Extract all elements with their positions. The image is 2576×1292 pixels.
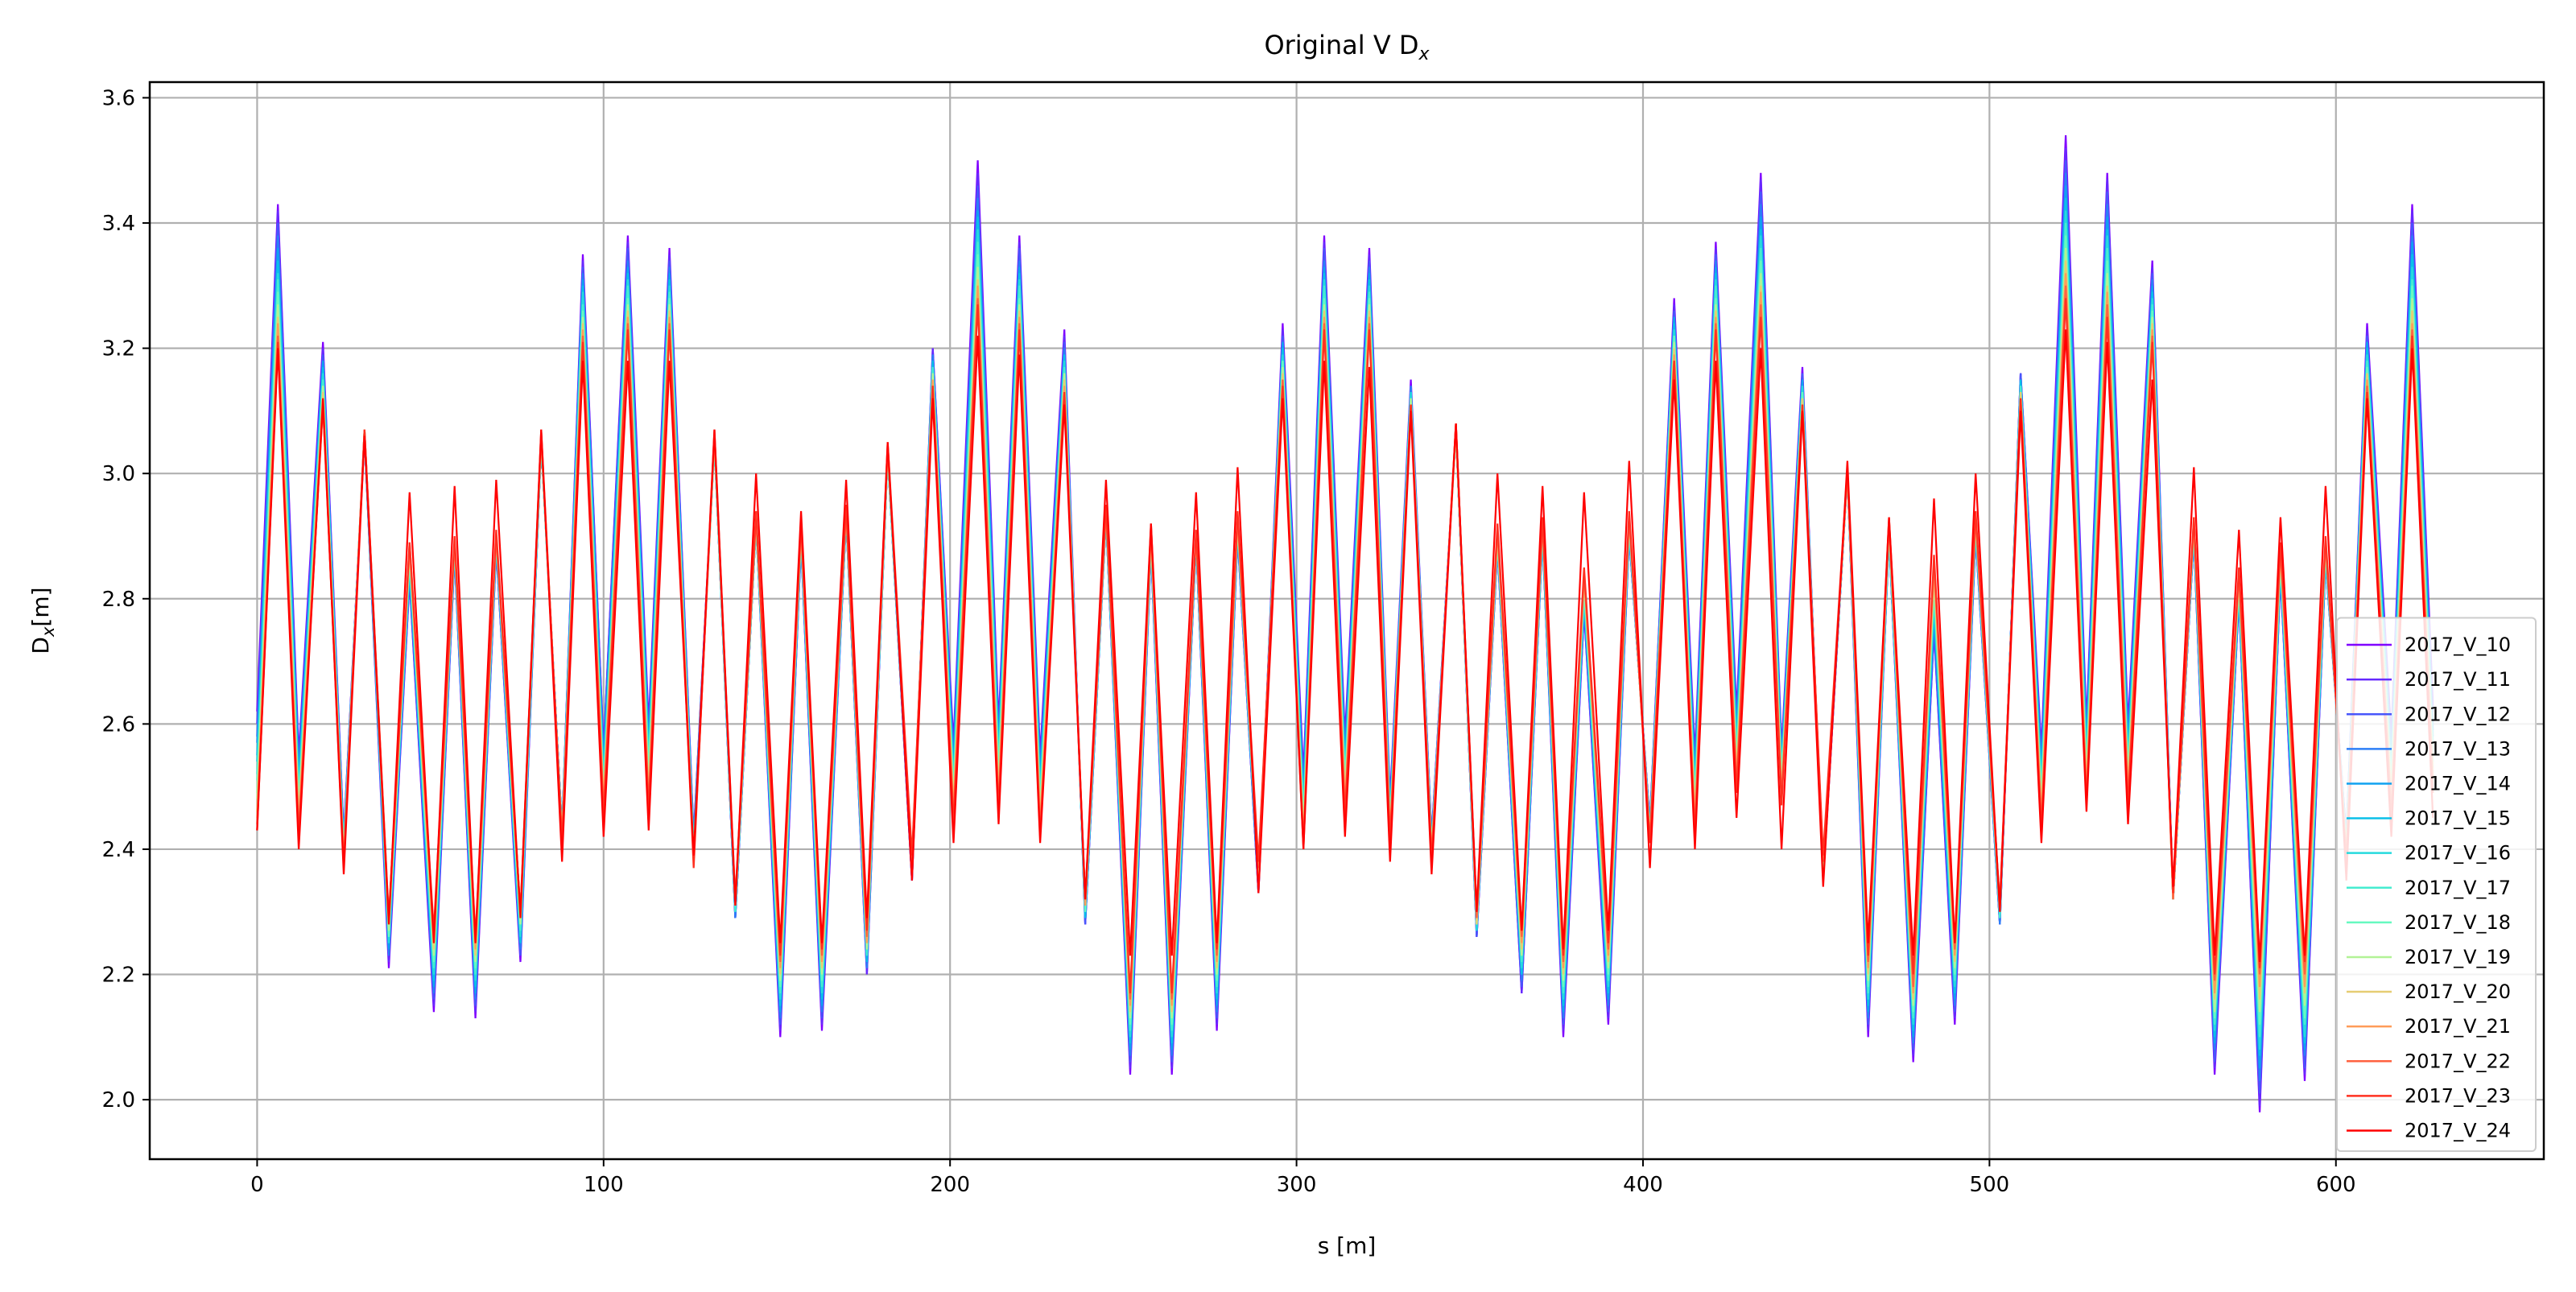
chart-title-subscript: x <box>1418 44 1430 64</box>
legend-label: 2017_V_24 <box>2405 1119 2511 1141</box>
y-tick-label: 2.4 <box>102 838 135 862</box>
plot-frame <box>148 80 2545 1161</box>
legend-box <box>2336 617 2537 1152</box>
legend-label: 2017_V_23 <box>2405 1084 2511 1107</box>
y-tick-label: 2.2 <box>102 964 135 988</box>
y-tick-label: 2.8 <box>102 588 135 612</box>
legend-label: 2017_V_11 <box>2405 668 2511 691</box>
legend-label: 2017_V_10 <box>2405 634 2511 656</box>
y-tick-label: 3.6 <box>102 86 135 110</box>
legend-label: 2017_V_13 <box>2405 737 2511 760</box>
axis-ticks: 0 100 200 300 400 500 600 2.0 2.2 2.4 2.6 2.8 3.0 3.2… <box>102 86 2356 1197</box>
legend-label: 2017_V_22 <box>2405 1050 2511 1072</box>
y-tick-label: 2.6 <box>102 712 135 737</box>
y-tick-label: 3.2 <box>102 337 135 361</box>
legend-label: 2017_V_17 <box>2405 877 2511 899</box>
chart-title-main: Original V D <box>1264 30 1418 60</box>
y-axis-label-unit: [m] <box>27 587 54 626</box>
x-tick-label: 100 <box>584 1173 624 1197</box>
x-axis-label: s [m] <box>1318 1232 1377 1259</box>
y-tick-label: 3.0 <box>102 462 135 486</box>
y-tick-label: 2.0 <box>102 1088 135 1112</box>
x-tick-label: 200 <box>930 1173 970 1197</box>
legend-label: 2017_V_18 <box>2405 911 2511 934</box>
legend-label: 2017_V_19 <box>2405 946 2511 968</box>
series-lines <box>256 135 2434 1112</box>
legend-label: 2017_V_15 <box>2405 807 2511 830</box>
x-tick-label: 600 <box>2316 1173 2356 1197</box>
y-axis-label: Dx[m] <box>27 587 58 654</box>
legend-label: 2017_V_12 <box>2405 703 2511 725</box>
x-tick-label: 500 <box>1970 1173 2010 1197</box>
y-axis-label-main: D <box>27 637 54 654</box>
chart-title: Original V Dx <box>1264 30 1430 64</box>
y-axis-label-subscript: x <box>39 626 58 638</box>
legend: 2017_V_10 2017_V_11 2017_V_12 2017_V_13 2017… <box>2336 617 2537 1152</box>
legend-label: 2017_V_21 <box>2405 1015 2511 1038</box>
legend-label: 2017_V_16 <box>2405 842 2511 865</box>
legend-label: 2017_V_20 <box>2405 980 2511 1003</box>
x-tick-label: 400 <box>1623 1173 1663 1197</box>
y-tick-label: 3.4 <box>102 212 135 236</box>
x-tick-label: 300 <box>1277 1173 1317 1197</box>
series-line-2017_V_24 <box>256 329 2434 963</box>
x-tick-label: 0 <box>250 1173 264 1197</box>
legend-label: 2017_V_14 <box>2405 772 2511 795</box>
